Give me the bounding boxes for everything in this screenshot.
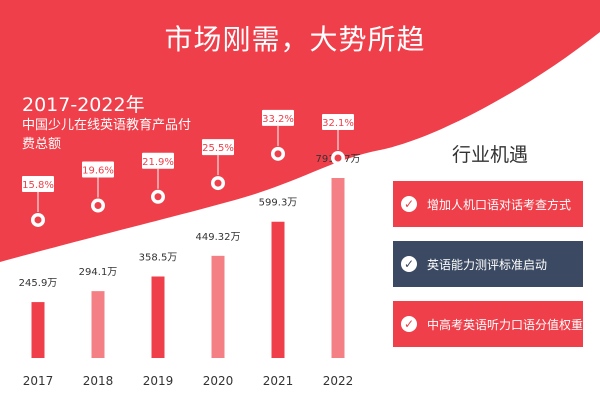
tick-label-2020: 2020 xyxy=(203,374,234,388)
opportunity-item-1: ✓ 增加人机口语对话考查方式 xyxy=(393,181,583,227)
growth-badge-2019 xyxy=(142,152,174,169)
value-label-2017: 245.9万 xyxy=(19,278,58,289)
check-icon: ✓ xyxy=(401,256,417,272)
growth-label-2022: 32.1% xyxy=(322,118,354,129)
growth-badge-2020 xyxy=(202,139,234,156)
check-icon: ✓ xyxy=(401,196,417,212)
growth-dot-inner-2017 xyxy=(34,216,42,224)
check-icon: ✓ xyxy=(401,316,417,332)
industry-opportunity-title: 行业机遇 xyxy=(451,144,528,166)
growth-label-2017: 15.8% xyxy=(22,180,54,191)
opportunity-label: 中高考英语听力口语分值权重提升 xyxy=(427,317,600,332)
tick-label-2018: 2018 xyxy=(83,374,114,388)
bar-2017 xyxy=(31,302,45,358)
bar-2020 xyxy=(211,255,225,358)
opportunity-label: 增加人机口语对话考查方式 xyxy=(427,197,572,212)
value-label-2020: 449.32万 xyxy=(196,232,241,243)
value-label-2018: 294.1万 xyxy=(79,267,118,278)
growth-badge-2017 xyxy=(22,175,54,192)
growth-label-2021: 33.2% xyxy=(262,114,294,125)
growth-dot-inner-2022 xyxy=(334,154,342,162)
bar-2018 xyxy=(91,291,105,358)
subtitle-description: 中国少儿在线英语教育产品付费总额 xyxy=(22,118,192,152)
headline: 市场刚需，大势所趋 xyxy=(164,23,426,56)
bar-2021 xyxy=(271,221,285,358)
growth-label-2019: 21.9% xyxy=(142,157,174,168)
growth-badge-2021 xyxy=(262,109,294,126)
tick-label-2019: 2019 xyxy=(143,374,174,388)
subtitle-year-range: 2017-2022年 xyxy=(22,94,145,116)
bar-2022 xyxy=(331,178,345,358)
growth-label-2018: 19.6% xyxy=(82,166,114,177)
growth-badge-2018 xyxy=(82,161,114,178)
growth-label-2020: 25.5% xyxy=(202,143,234,154)
growth-badge-2022 xyxy=(322,114,354,131)
opportunity-item-3: ✓ 中高考英语听力口语分值权重提升 xyxy=(393,301,600,347)
growth-dot-inner-2019 xyxy=(154,193,162,201)
value-label-2021: 599.3万 xyxy=(259,198,298,209)
tick-label-2021: 2021 xyxy=(263,374,294,388)
growth-dot-inner-2020 xyxy=(214,179,222,187)
growth-dot-inner-2018 xyxy=(94,202,102,210)
bar-2019 xyxy=(151,276,165,358)
value-label-2019: 358.5万 xyxy=(139,252,178,263)
opportunity-label: 英语能力测评标准启动 xyxy=(427,257,548,272)
tick-label-2017: 2017 xyxy=(23,374,54,388)
growth-dot-inner-2021 xyxy=(274,150,282,158)
wave-shape xyxy=(0,0,600,262)
opportunity-item-2: ✓ 英语能力测评标准启动 xyxy=(393,241,583,287)
tick-label-2022: 2022 xyxy=(323,374,354,388)
